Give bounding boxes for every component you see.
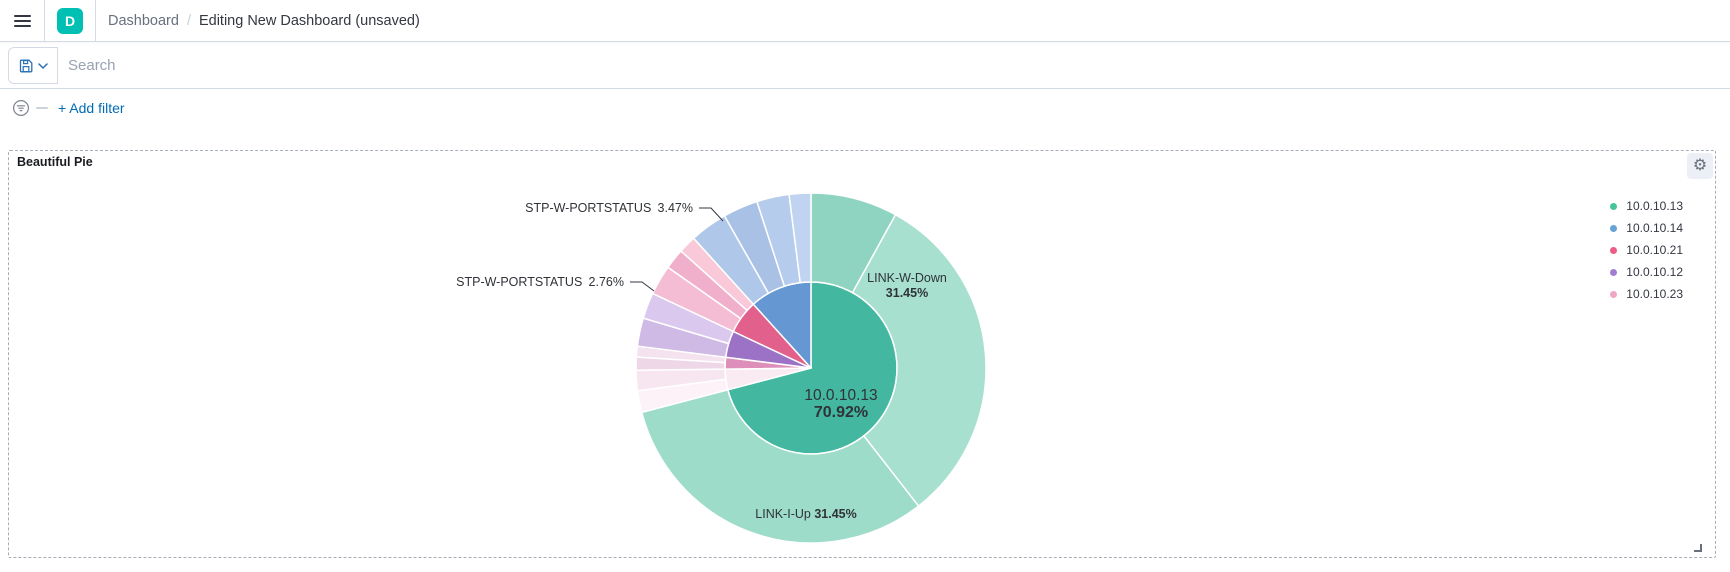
dashboard-panel-beautiful-pie: Beautiful Pie ⚙ 10.0.10.13 70.92% LINK-W-D… <box>8 150 1716 558</box>
query-bar <box>0 43 1730 89</box>
add-filter-link[interactable]: + Add filter <box>58 100 125 116</box>
legend-dot <box>1610 224 1618 232</box>
legend-label: 10.0.10.21 <box>1626 243 1683 257</box>
filter-bar: + Add filter <box>0 90 1730 126</box>
legend-dot <box>1610 202 1618 210</box>
topbar-divider <box>95 0 96 42</box>
legend-item-10.0.10.12[interactable]: 10.0.10.12 <box>1610 261 1683 283</box>
saved-query-menu-button[interactable] <box>8 47 58 84</box>
pie-chart: 10.0.10.1370.92%LINK-W-Down31.45%LINK-I-… <box>456 192 987 544</box>
chevron-down-icon <box>38 62 48 69</box>
callout-leader-line <box>630 281 655 292</box>
legend-item-10.0.10.14[interactable]: 10.0.10.14 <box>1610 217 1683 239</box>
breadcrumb: Dashboard / Editing New Dashboard (unsav… <box>108 13 420 29</box>
panel-title: Beautiful Pie <box>17 155 93 169</box>
pie-slice-LINK-W-Down[interactable] <box>851 214 987 507</box>
chart-legend: 10.0.10.13 10.0.10.14 10.0.10.21 10.0.10.12… <box>1610 195 1683 305</box>
gear-icon: ⚙ <box>1692 157 1708 174</box>
legend-dot <box>1610 268 1618 276</box>
chart-label: STP-W-PORTSTATUS 3.47% <box>525 201 693 215</box>
legend-label: 10.0.10.12 <box>1626 265 1683 279</box>
legend-item-10.0.10.23[interactable]: 10.0.10.23 <box>1610 283 1683 305</box>
chart-label: STP-W-PORTSTATUS 2.76% <box>456 275 624 289</box>
pie-slice[interactable] <box>788 192 812 284</box>
panel-resize-handle[interactable] <box>1694 544 1702 552</box>
topbar-divider <box>44 0 45 42</box>
search-input[interactable] <box>58 47 1730 84</box>
filter-icon <box>12 99 30 117</box>
save-icon <box>19 59 33 72</box>
pie-slice-LINK-I-Up[interactable] <box>640 389 920 544</box>
breadcrumb-current-page: Editing New Dashboard (unsaved) <box>198 12 420 29</box>
legend-label: 10.0.10.13 <box>1626 199 1683 213</box>
top-navigation-bar: D Dashboard / Editing New Dashboard (uns… <box>0 0 1730 42</box>
legend-dot <box>1610 290 1618 298</box>
dashboard-logo-badge[interactable]: D <box>57 7 83 34</box>
legend-item-10.0.10.13[interactable]: 10.0.10.13 <box>1610 195 1683 217</box>
menu-hamburger-button[interactable] <box>0 0 44 42</box>
legend-dot <box>1610 246 1618 254</box>
panel-options-button[interactable]: ⚙ <box>1687 153 1713 179</box>
filter-bar-dash <box>36 107 48 109</box>
legend-label: 10.0.10.14 <box>1626 221 1683 235</box>
callout-leader-line <box>699 207 724 222</box>
legend-item-10.0.10.21[interactable]: 10.0.10.21 <box>1610 239 1683 261</box>
breadcrumb-dashboard[interactable]: Dashboard <box>108 12 179 29</box>
filter-menu-button[interactable] <box>8 95 34 121</box>
legend-label: 10.0.10.23 <box>1626 287 1683 301</box>
breadcrumb-separator: / <box>186 12 191 29</box>
